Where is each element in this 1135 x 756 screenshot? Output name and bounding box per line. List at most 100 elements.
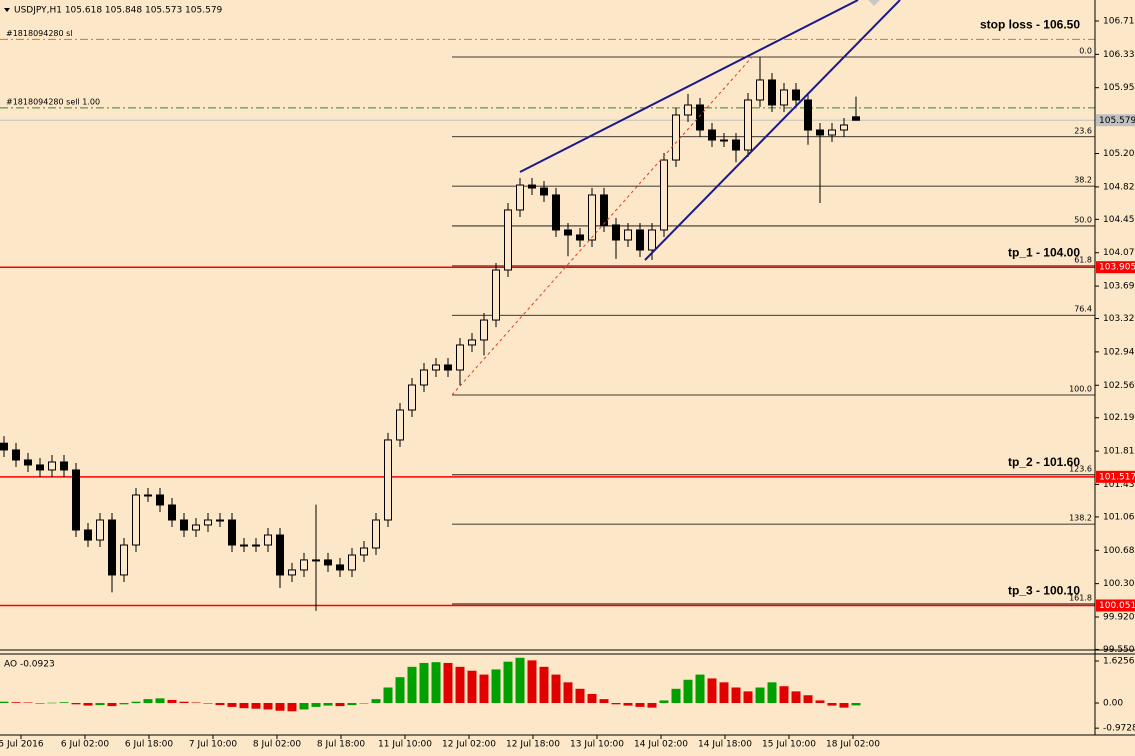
candle-body [72,469,80,531]
indicator-title: AO -0.0923 [4,660,55,670]
ao-bar [431,662,441,704]
ao-bar [107,703,117,707]
ao-bar [743,691,753,704]
ao-bar [599,699,609,704]
candle-body [408,384,416,411]
ao-bar [263,703,273,710]
candle-body [732,139,740,151]
candle-body [768,79,776,106]
ao-bar [443,662,453,704]
candle-body [192,524,200,531]
order-label: #1818094280 sell 1.00 [6,97,100,106]
price-box [1096,599,1135,612]
candle-body [552,194,560,231]
candle-body [456,344,464,371]
ao-bar [659,700,669,704]
y-tick-label: 104.820 [1103,182,1135,192]
y-tick-label: 1.6256 [1103,657,1135,667]
candle-body [852,116,860,121]
candle-body [708,129,716,141]
ao-bar [707,678,717,704]
y-tick-label: 105.950 [1103,83,1135,93]
ao-bar [95,703,105,706]
price-box-label: 105.579 [1099,116,1135,126]
order-label: #1818094280 sl [6,29,73,38]
candle-body [96,519,104,541]
fib-label: 123.6 [1069,464,1092,473]
ao-bar [203,703,213,704]
y-tick-label: 101.810 [1103,447,1135,457]
ao-bar [515,657,525,704]
ao-bar [539,666,549,704]
y-tick-label: -0.9728 [1103,724,1135,734]
ao-bar [551,674,561,704]
candle-body [372,519,380,549]
ao-bar [395,677,405,704]
candle-body [204,519,212,526]
fib-label: 76.4 [1074,305,1092,314]
price-box-label: 103.905 [1099,263,1135,273]
candle-body [36,464,44,471]
fib-label: 61.8 [1074,255,1092,264]
candle-body [432,364,440,371]
ao-bar [47,702,57,704]
candle-body [600,194,608,226]
candle-body [480,319,488,341]
channel-upper [519,0,859,173]
fib-label: 100.0 [1069,385,1092,394]
ao-bar [371,699,381,704]
ao-bar [851,703,861,706]
plot-layer: 0.0 23.6 38.2 50.0 61.8 76.4 100.0 123.6 138.2 16… [0,18,1095,712]
ao-bar [287,703,297,712]
ao-bar [575,688,585,704]
ao-bar [227,703,237,707]
candle-body [528,184,536,189]
y-tick-label: 102.940 [1103,347,1135,357]
ao-bar [683,679,693,704]
ao-bar [23,702,33,704]
y-tick-label: 106.330 [1103,50,1135,60]
fib-label: 50.0 [1074,215,1092,224]
ao-bar [815,700,825,704]
candle-body [252,544,260,547]
symbol-menu-arrow[interactable] [4,8,10,12]
y-tick-label: 106.710 [1103,16,1135,26]
candle-body [828,129,836,136]
ao-bar [611,703,621,705]
x-tick-label: 5 Jul 2016 [0,740,44,750]
candle-body [756,79,764,101]
x-tick-label: 18 Jul 02:00 [826,740,880,750]
candle-body [348,554,356,571]
candle-body [60,461,68,471]
fib-label: 0.0 [1079,46,1092,55]
candle-body [168,504,176,521]
ao-bar [275,703,285,711]
y-tick-label: 99.550 [1103,645,1135,655]
candle-body [504,209,512,271]
ao-bar [503,661,513,704]
candle-body [648,229,656,251]
ao-bar [479,674,489,704]
y-tick-label: 105.200 [1103,149,1135,159]
y-tick-label: 100.680 [1103,546,1135,556]
price-box-label: 101.517 [1099,472,1135,482]
x-tick-label: 8 Jul 02:00 [253,740,302,750]
candle-body [588,194,596,241]
y-tick-label: 104.070 [1103,248,1135,258]
candle-body [12,449,20,461]
x-tick-label: 14 Jul 02:00 [634,740,688,750]
ao-bar [755,687,765,704]
level-annotation: tp_1 - 104.00 [1008,245,1080,259]
candle-body [720,139,728,142]
ao-bar [839,703,849,708]
ao-bar [239,703,249,709]
candle-body [468,339,476,346]
candle-body [120,544,128,576]
ao-bar [35,703,45,704]
y-tick-label: 104.450 [1103,215,1135,225]
ao-bar [311,703,321,707]
candle-body [240,544,248,547]
candle-body [48,461,56,471]
ao-bar [359,703,369,704]
